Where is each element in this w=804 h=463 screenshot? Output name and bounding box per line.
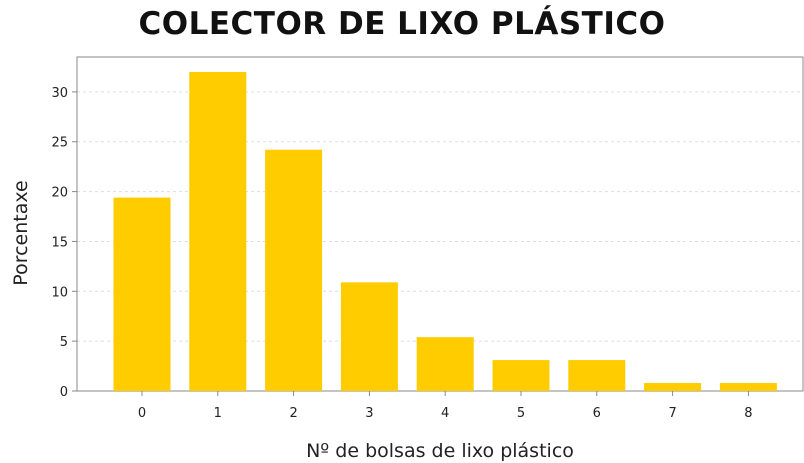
y-tick-label: 10	[51, 285, 68, 300]
y-tick-label: 15	[51, 235, 68, 250]
y-axis-ticks: 0 5 10 15 20 25 30	[51, 86, 77, 400]
x-tick-label: 1	[214, 406, 222, 421]
bar-5	[492, 360, 550, 391]
x-axis-label: Nº de bolsas de lixo plástico	[306, 440, 574, 462]
x-axis-ticks: 0 1 2 3 4 5 6 7 8	[138, 391, 753, 421]
x-tick-label: 3	[365, 406, 373, 421]
x-tick-label: 5	[517, 406, 525, 421]
y-tick-label: 20	[51, 186, 68, 201]
bar-2	[265, 149, 323, 391]
bars	[113, 71, 777, 391]
bar-6	[568, 360, 626, 391]
bar-1	[189, 71, 247, 391]
y-axis-label: Porcentaxe	[10, 180, 32, 285]
y-tick-label: 0	[60, 385, 68, 400]
x-tick-label: 7	[668, 406, 676, 421]
bar-4	[416, 337, 474, 391]
x-tick-label: 2	[289, 406, 297, 421]
bar-0	[113, 197, 171, 391]
y-tick-label: 25	[51, 136, 68, 151]
bar-7	[644, 383, 702, 391]
x-tick-label: 4	[441, 406, 449, 421]
bar-8	[719, 383, 777, 391]
x-tick-label: 0	[138, 406, 146, 421]
bar-3	[340, 282, 398, 391]
y-tick-label: 30	[51, 86, 68, 101]
x-tick-label: 6	[593, 406, 601, 421]
chart-title: COLECTOR DE LIXO PLÁSTICO	[138, 6, 666, 42]
x-tick-label: 8	[744, 406, 752, 421]
grid-lines	[77, 91, 803, 342]
y-tick-label: 5	[60, 335, 68, 350]
